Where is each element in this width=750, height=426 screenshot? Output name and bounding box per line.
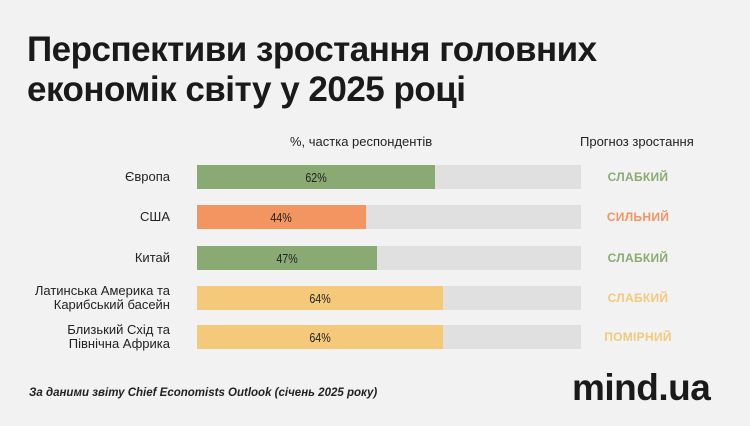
bar-row: Близький Схід та Північна Африка 64% ПОМІР…	[0, 322, 750, 351]
bar-value-label: 64%	[309, 290, 331, 306]
bar-row: Китай 47% СЛАБКИЙ	[0, 246, 750, 270]
bar: 62%	[197, 165, 436, 189]
bar-track: 62%	[197, 165, 581, 189]
forecast-label: СЛАБКИЙ	[607, 291, 669, 305]
bar-value-label: 44%	[270, 209, 293, 225]
bar-value-label: 47%	[276, 250, 298, 266]
bar-track: 64%	[197, 325, 581, 349]
bar-track: 47%	[197, 246, 581, 270]
category-label: США	[140, 209, 170, 224]
bar-row: США 44% СИЛЬНИЙ	[0, 205, 750, 229]
forecast-label: СЛАБКИЙ	[607, 251, 669, 265]
forecast-label: СЛАБКИЙ	[607, 170, 669, 184]
forecast-column-header: Прогноз зростання	[580, 134, 694, 149]
bar-value-label: 62%	[305, 169, 327, 185]
bar-track: 44%	[197, 205, 581, 229]
forecast-label: ПОМІРНИЙ	[604, 330, 672, 344]
bar: 47%	[197, 246, 378, 270]
brand-logo: mind.ua	[572, 367, 711, 408]
bar-track: 64%	[197, 286, 581, 310]
category-label: Європа	[125, 169, 170, 184]
bar-value-label: 64%	[309, 329, 331, 345]
bar: 44%	[197, 205, 366, 229]
bar: 64%	[197, 286, 443, 310]
value-column-header: %, частка респондентів	[290, 134, 433, 149]
forecast-label: СИЛЬНИЙ	[606, 210, 670, 224]
bar-row: Латинська Америка та Карибський басейн 64…	[0, 283, 750, 312]
source-footnote: За даними звіту Chief Economists Outlook…	[29, 387, 378, 399]
category-label: Китай	[134, 250, 170, 265]
bar: 64%	[197, 325, 443, 349]
bar-row: Європа 62% СЛАБКИЙ	[0, 165, 750, 189]
chart-title: Перспективи зростання головних економік …	[27, 30, 597, 109]
category-label: Близький Схід та Північна Африка	[67, 322, 170, 351]
category-label: Латинська Америка та Карибський басейн	[34, 283, 170, 312]
